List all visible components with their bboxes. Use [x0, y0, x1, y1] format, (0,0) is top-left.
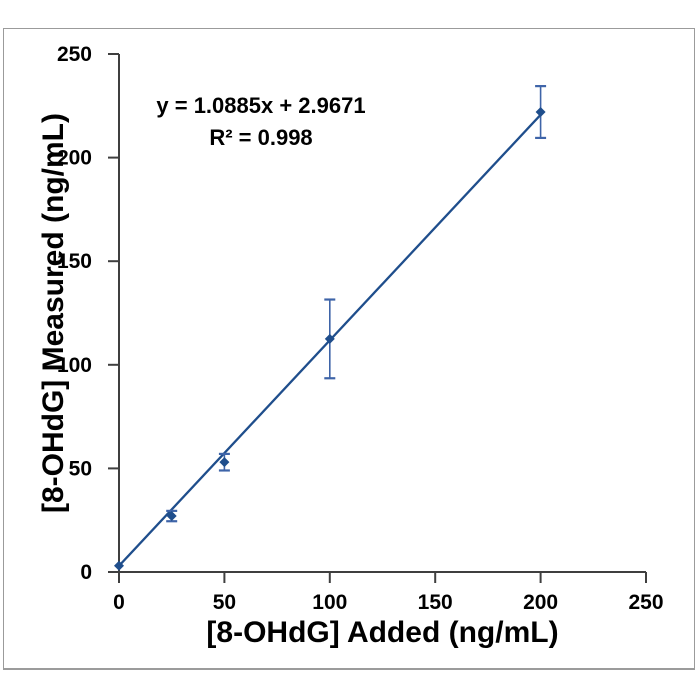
- x-tick-label: 100: [312, 591, 347, 614]
- trendline-equation: y = 1.0885x + 2.9671: [156, 93, 366, 118]
- y-tick-label: 100: [57, 354, 92, 377]
- data-point-marker: [219, 457, 230, 468]
- r-squared-value: R² = 0.998: [209, 125, 313, 150]
- y-tick-label: 200: [57, 147, 92, 170]
- y-tick-label: 150: [57, 250, 92, 273]
- data-point-marker: [324, 333, 335, 344]
- chart-frame: 0 50 100 150 200 250 0 50 100 150 200 250 y = 1.088…: [3, 28, 695, 670]
- y-tick-label: 50: [69, 457, 92, 480]
- x-axis-title: [8-OHdG] Added (ng/mL): [206, 616, 559, 649]
- x-tick-label: 250: [628, 591, 663, 614]
- x-tick-label: 150: [418, 591, 453, 614]
- x-tick-label: 0: [113, 591, 125, 614]
- y-axis-title: [8-OHdG] Measured (ng/mL): [37, 113, 70, 514]
- y-tick-label: 250: [57, 43, 92, 66]
- x-tick-label: 50: [213, 591, 236, 614]
- trendline-annotation: y = 1.0885x + 2.9671 R² = 0.998: [111, 90, 411, 154]
- data-point-marker: [535, 107, 546, 118]
- data-point-marker: [166, 511, 177, 522]
- y-tick-label: 0: [80, 561, 92, 584]
- data-point-marker: [114, 560, 124, 571]
- scatter-plot: 0 50 100 150 200 250 0 50 100 150 200 250: [57, 43, 664, 614]
- x-tick-label: 200: [523, 591, 558, 614]
